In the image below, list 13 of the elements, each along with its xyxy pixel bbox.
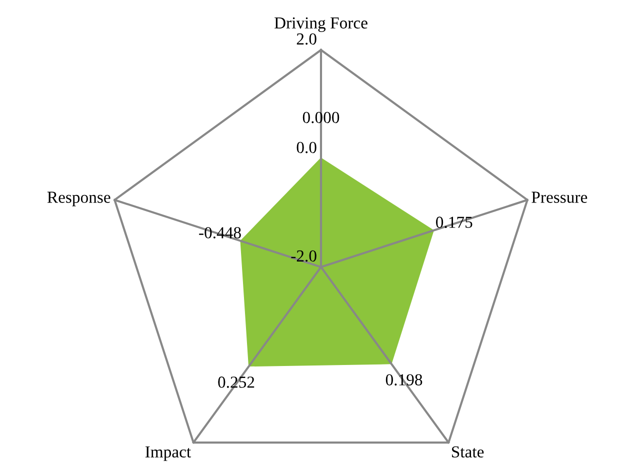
y-tick-label: -2.0 xyxy=(291,250,316,262)
text: 0.198 xyxy=(386,374,422,386)
spoke-label: Pressure xyxy=(532,192,588,203)
text: -0.448 xyxy=(199,227,241,238)
spoke-label: State xyxy=(452,446,484,458)
y-tick-label: 0.0 xyxy=(296,142,316,154)
text: 0.252 xyxy=(218,376,254,388)
y-tick-label: 2.0 xyxy=(296,33,316,45)
spoke-label: Impact xyxy=(145,446,191,461)
text: 0.175 xyxy=(436,216,472,228)
spoke-label: Driving Force xyxy=(274,17,368,32)
text: 0.000 xyxy=(302,112,340,124)
spoke-label: Response xyxy=(47,192,110,206)
